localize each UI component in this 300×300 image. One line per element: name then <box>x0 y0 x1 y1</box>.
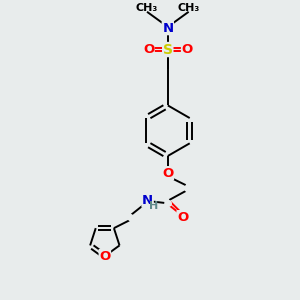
Text: O: O <box>99 250 110 262</box>
Text: CH₃: CH₃ <box>136 3 158 13</box>
Text: N: N <box>142 194 153 207</box>
Text: CH₃: CH₃ <box>178 3 200 13</box>
Text: S: S <box>163 43 173 56</box>
Text: O: O <box>143 43 154 56</box>
Text: O: O <box>162 167 173 180</box>
Text: N: N <box>162 22 173 34</box>
Text: O: O <box>177 211 188 224</box>
Text: H: H <box>149 201 158 211</box>
Text: O: O <box>182 43 193 56</box>
